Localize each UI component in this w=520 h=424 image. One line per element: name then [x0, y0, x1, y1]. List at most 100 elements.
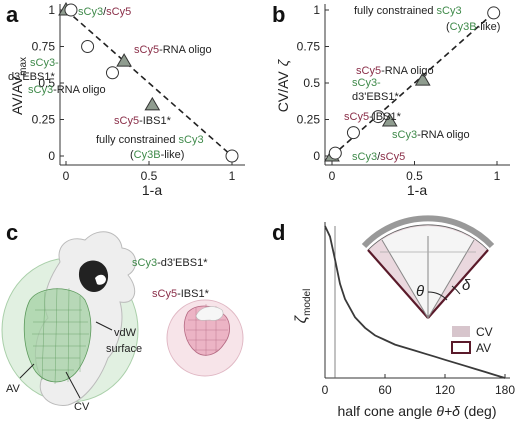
x-tick-label: 60	[378, 383, 392, 397]
panel-letter-d: d	[272, 220, 285, 245]
panel-c: c sCy3-d3'EBS1* sCy5-IBS1* vdW surface A…	[1, 220, 244, 413]
av-label: AV	[6, 383, 21, 395]
annotation-part: -RNA oligo	[381, 65, 434, 77]
data-point-circle	[328, 146, 342, 160]
x-tick-label: 1	[494, 169, 501, 183]
y-tick-label: 0.5	[38, 76, 55, 90]
panel-d-axes	[324, 222, 510, 379]
annotation-label: sCy5-RNA oligo	[134, 44, 212, 56]
av-edge-right	[427, 249, 489, 319]
annotation-label: d3'EBS1*	[8, 71, 55, 83]
cv-label: CV	[74, 401, 90, 413]
annotation-part: sCy3	[179, 134, 204, 146]
vdw-label-line2: surface	[106, 343, 142, 355]
panel-c-label-green-part: sCy3	[132, 257, 157, 269]
annotation-label: (Cy3B-like)	[130, 149, 184, 161]
panel-c-label-green-rest: -d3'EBS1*	[157, 257, 208, 269]
theta-label: θ	[416, 283, 424, 300]
annotation-part: fully constrained	[96, 134, 179, 146]
delta-arc	[451, 285, 461, 295]
y-tick-label: 0.25	[297, 113, 321, 127]
annotation-label: sCy3-RNA oligo	[28, 84, 106, 96]
annotation-part: -RNA oligo	[159, 44, 212, 56]
annotation-part: sCy5	[356, 65, 381, 77]
y-tick-label: 0.5	[303, 76, 320, 90]
annotation-part: sCy3	[392, 129, 417, 141]
panel-d-ticks: 0 60 120 180	[322, 374, 515, 397]
annotation-label: sCy3-RNA oligo	[392, 129, 470, 141]
av-pointer	[19, 363, 35, 379]
annotation-label: sCy3-	[30, 57, 59, 69]
legend-swatch-cv	[452, 326, 470, 337]
panel-d: d 0 60 120 180 θ δ CV AV half cone angle θ+δ…	[272, 215, 515, 419]
panel-b-points	[324, 6, 501, 162]
data-point-circle	[371, 110, 385, 124]
panel-b-ylabel-zeta: ζ	[275, 58, 291, 66]
x-tick-label: 1	[229, 169, 236, 183]
av-edge-left	[367, 249, 429, 319]
panel-b-axes	[324, 4, 510, 166]
panel-a-axes	[59, 4, 245, 166]
annotation-part: sCy3-	[352, 77, 381, 89]
data-point-circle	[346, 126, 360, 140]
annotation-part: sCy3	[352, 151, 377, 163]
y-tick-label: 0	[48, 149, 55, 163]
panel-a-ylabel-sub: max	[18, 57, 29, 76]
annotation-label: fully constrained sCy3	[354, 5, 462, 17]
annotation-part: sCy3	[28, 84, 53, 96]
green-mesh-lines	[32, 287, 89, 385]
theta-arc	[427, 291, 448, 301]
panel-d-xlabel-unit: (deg)	[460, 403, 497, 419]
binding-pocket-highlight	[95, 274, 106, 285]
red-molecule-surface	[195, 306, 224, 321]
data-point-circle	[487, 6, 501, 20]
panel-a-ylabel-main: AV/AV	[9, 75, 25, 115]
y-tick-label: 0.25	[32, 113, 56, 127]
annotation-part: (	[130, 149, 134, 161]
data-point-circle	[64, 3, 78, 17]
annotation-label: (Cy3B-like)	[446, 21, 500, 33]
panel-b-ylabel: CV/AV ζ	[275, 58, 291, 112]
panel-d-xlabel-main: half cone angle	[338, 403, 437, 419]
annotation-part: sCy3	[78, 6, 103, 18]
annotation-label: fully constrained sCy3	[96, 134, 204, 146]
annotation-part: fully constrained	[354, 5, 437, 17]
annotation-part: /	[103, 6, 107, 18]
panel-letter-c: c	[6, 220, 18, 245]
panel-d-xlabel-math: θ+δ	[436, 403, 460, 419]
annotation-label: sCy5-RNA oligo	[356, 65, 434, 77]
panel-b-xlabel: 1-a	[407, 182, 427, 198]
contact-volume-mesh-green	[23, 288, 92, 383]
annotation-label: sCy3-	[352, 77, 381, 89]
y-tick-label: 0.75	[32, 40, 56, 54]
annotation-part: -IBS1*	[369, 111, 402, 123]
annotation-part: -IBS1*	[139, 115, 172, 127]
panel-d-model-curve	[324, 225, 506, 379]
data-point-triangle	[414, 72, 431, 86]
cv-edge-right	[427, 239, 475, 319]
x-tick-label: 0	[63, 169, 70, 183]
panel-a-ylabel: AV/AVmax	[9, 57, 29, 115]
cv-edge-left	[381, 239, 429, 319]
panel-c-label-red: sCy5-IBS1*	[152, 288, 210, 300]
data-point-circle	[225, 149, 239, 163]
legend-label: AV	[476, 341, 491, 355]
annotation-part: Cy3B	[450, 21, 477, 33]
annotation-part: sCy5	[134, 44, 159, 56]
green-mesh-vertical	[41, 287, 81, 385]
annotation-label: sCy3/sCy5	[352, 151, 405, 163]
x-tick-label: 0.5	[406, 169, 423, 183]
green-mesh-horizontal	[32, 309, 89, 371]
annotation-part: -like)	[161, 149, 185, 161]
x-tick-label: 0	[322, 383, 329, 397]
annotation-part: sCy3-	[30, 57, 59, 69]
cone-inset: θ δ	[361, 215, 495, 319]
annotation-part: /	[377, 151, 381, 163]
annotation-label: d3'EBS1*	[352, 91, 399, 103]
legend-swatch-av	[451, 341, 471, 354]
panel-a-points	[58, 2, 239, 163]
panel-b-trend-line	[331, 9, 498, 157]
y-tick-label: 0.75	[297, 40, 321, 54]
y-tick-label: 1	[313, 3, 320, 17]
